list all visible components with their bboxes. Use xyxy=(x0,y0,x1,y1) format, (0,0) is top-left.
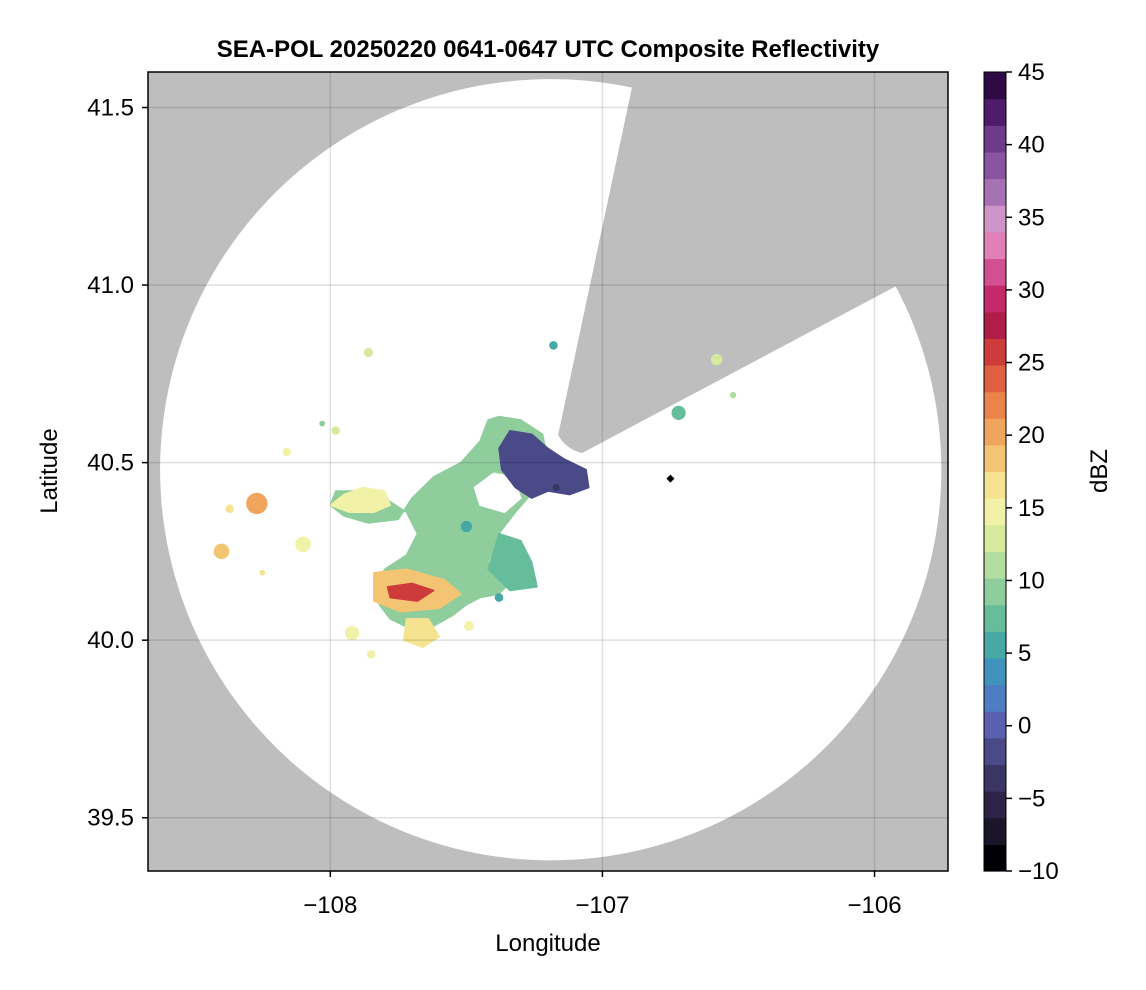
colorbar-segment xyxy=(984,551,1006,579)
colorbar-label: dBZ xyxy=(1086,449,1113,493)
echo-cell xyxy=(246,492,268,515)
colorbar-segment xyxy=(984,631,1006,659)
colorbar-segment xyxy=(984,604,1006,632)
colorbar-segment xyxy=(984,311,1006,339)
echo-cell xyxy=(331,426,341,435)
y-tick-label: 40.5 xyxy=(87,450,134,477)
echo-cell xyxy=(549,341,558,350)
echo-region-west-band xyxy=(329,486,391,514)
x-tick-label: −107 xyxy=(575,892,629,919)
x-axis-ticks: −108 −107 −106 xyxy=(303,871,902,919)
grid-lines xyxy=(148,72,948,871)
echo-cell xyxy=(494,593,504,602)
reflectivity-echoes xyxy=(213,341,737,659)
colorbar-segment xyxy=(984,72,1006,100)
colorbar-segment xyxy=(984,151,1006,180)
echo-cell xyxy=(366,650,376,659)
chart-title: SEA-POL 20250220 0641-0647 UTC Composite… xyxy=(217,36,880,63)
echo-cell xyxy=(464,621,475,631)
echo-cell xyxy=(363,347,374,358)
echo-cell xyxy=(729,391,737,399)
colorbar-segment xyxy=(984,657,1006,686)
colorbar-segment xyxy=(984,524,1006,552)
echo-cell xyxy=(319,420,325,427)
colorbar-frame xyxy=(983,71,1007,872)
colorbar-segment xyxy=(984,364,1006,393)
colorbar-segment xyxy=(984,285,1006,313)
colorbar-segment xyxy=(984,178,1006,206)
colorbar-segment xyxy=(984,471,1006,499)
colorbar-tick-label: 5 xyxy=(1018,640,1031,667)
colorbar-segment xyxy=(984,737,1006,766)
echo-region-east-lobe xyxy=(487,532,538,592)
echo-cell xyxy=(552,483,560,492)
radar-site-marker xyxy=(666,474,675,483)
colorbar-segment xyxy=(984,338,1006,366)
echo-cell xyxy=(344,625,360,641)
echo-cell xyxy=(213,543,230,560)
colorbar-segment xyxy=(984,125,1006,153)
colorbar-tick-label: −5 xyxy=(1018,785,1045,812)
echo-cell xyxy=(259,569,266,576)
echo-cell xyxy=(524,568,534,577)
colorbar-tick-label: 30 xyxy=(1018,277,1045,304)
colorbar-segment xyxy=(984,231,1006,260)
y-axis-ticks: 39.5 40.0 40.5 41.0 41.5 xyxy=(87,95,148,832)
echo-region-south-lobe xyxy=(403,618,440,649)
colorbar-segment xyxy=(984,684,1006,712)
colorbar-tick-label: 20 xyxy=(1018,422,1045,449)
colorbar-segment xyxy=(984,205,1006,233)
y-axis-label: Latitude xyxy=(36,428,63,513)
echo-cell xyxy=(295,536,311,553)
colorbar-tick-label: 25 xyxy=(1018,350,1045,377)
y-tick-label: 41.5 xyxy=(87,95,134,122)
plot-area xyxy=(148,72,948,871)
colorbar-segment xyxy=(984,391,1006,419)
colorbar-segment xyxy=(984,444,1006,473)
colorbar-segment xyxy=(984,711,1006,739)
x-axis-label: Longitude xyxy=(495,930,600,957)
colorbar-tick-label: 45 xyxy=(1018,59,1045,86)
colorbar-ticks: −10 −5 0 5 10 15 20 25 30 35 40 45 xyxy=(1006,59,1059,885)
y-tick-label: 39.5 xyxy=(87,805,134,832)
y-tick-label: 40.0 xyxy=(87,627,134,654)
x-tick-label: −106 xyxy=(847,892,901,919)
colorbar-segment xyxy=(984,764,1006,792)
colorbar-tick-label: 40 xyxy=(1018,132,1045,159)
colorbar-tick-label: 35 xyxy=(1018,204,1045,231)
colorbar-segment xyxy=(984,98,1006,126)
echo-cell xyxy=(671,405,686,421)
echo-cell xyxy=(282,447,292,457)
colorbar xyxy=(984,72,1006,872)
x-tick-label: −108 xyxy=(303,892,357,919)
colorbar-segment xyxy=(984,258,1006,286)
colorbar-segment xyxy=(984,498,1006,526)
echo-region-south-core-max xyxy=(386,582,435,602)
colorbar-tick-label: 10 xyxy=(1018,567,1045,594)
colorbar-segment xyxy=(984,418,1006,446)
plot-frame xyxy=(147,71,949,872)
echo-cell xyxy=(225,504,234,514)
echo-cell xyxy=(460,520,473,533)
colorbar-tick-label: 0 xyxy=(1018,713,1031,740)
colorbar-segment xyxy=(984,578,1006,606)
echo-cell xyxy=(711,353,723,366)
colorbar-segment xyxy=(984,844,1006,872)
colorbar-segment xyxy=(984,817,1006,845)
echo-region-near-radar-low xyxy=(498,429,590,499)
colorbar-segment xyxy=(984,791,1006,819)
y-tick-label: 41.0 xyxy=(87,272,134,299)
colorbar-tick-label: 15 xyxy=(1018,495,1045,522)
colorbar-tick-label: −10 xyxy=(1018,858,1059,885)
